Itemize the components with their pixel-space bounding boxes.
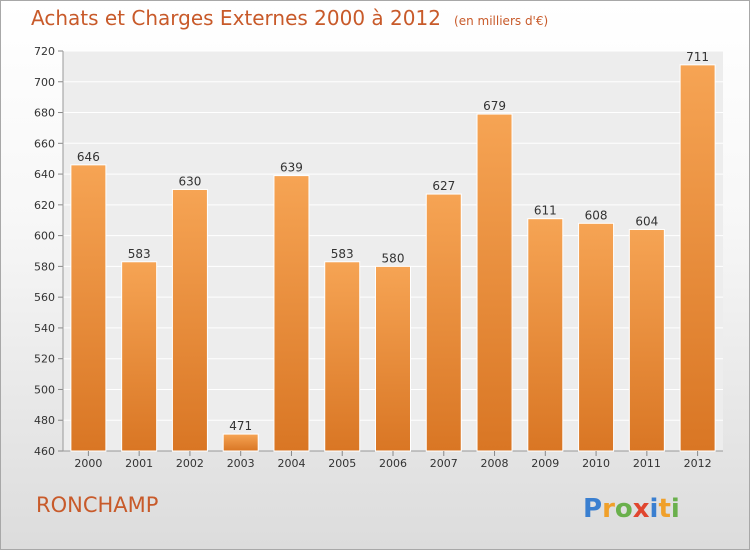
data-label: 627 bbox=[432, 179, 455, 193]
y-tick-label: 560 bbox=[34, 291, 55, 304]
data-label: 711 bbox=[686, 50, 709, 64]
data-label: 583 bbox=[331, 247, 354, 261]
chart-title-group: Achats et Charges Externes 2000 à 2012 (… bbox=[31, 6, 548, 30]
bar bbox=[171, 188, 208, 452]
data-label: 679 bbox=[483, 99, 506, 113]
chart-subtitle: (en milliers d'€) bbox=[454, 14, 549, 28]
svg-text:Proxiti: Proxiti bbox=[583, 494, 680, 524]
x-tick-label: 2011 bbox=[633, 457, 661, 470]
y-tick-label: 520 bbox=[34, 353, 55, 366]
y-tick-label: 720 bbox=[34, 45, 55, 58]
x-tick-label: 2006 bbox=[379, 457, 407, 470]
proxiti-logo: Proxiti bbox=[583, 494, 680, 524]
bar bbox=[324, 261, 361, 452]
data-label: 639 bbox=[280, 161, 303, 175]
commune-name: RONCHAMP bbox=[36, 493, 159, 517]
bar bbox=[222, 433, 259, 452]
data-label: 611 bbox=[534, 204, 557, 218]
y-tick-label: 700 bbox=[34, 76, 55, 89]
x-tick-label: 2004 bbox=[277, 457, 305, 470]
x-tick-label: 2000 bbox=[74, 457, 102, 470]
x-tick-label: 2007 bbox=[430, 457, 458, 470]
bar bbox=[578, 222, 615, 452]
y-tick-label: 480 bbox=[34, 414, 55, 427]
y-tick-label: 680 bbox=[34, 107, 55, 120]
bar bbox=[121, 261, 158, 452]
y-tick-label: 660 bbox=[34, 137, 55, 150]
bar bbox=[273, 175, 310, 452]
bar bbox=[476, 113, 513, 452]
bar bbox=[70, 164, 107, 452]
x-tick-label: 2002 bbox=[176, 457, 204, 470]
data-label: 580 bbox=[382, 251, 405, 265]
x-tick-label: 2005 bbox=[328, 457, 356, 470]
y-tick-label: 640 bbox=[34, 168, 55, 181]
data-label: 608 bbox=[585, 208, 608, 222]
x-tick-label: 2001 bbox=[125, 457, 153, 470]
bar bbox=[628, 228, 665, 452]
x-tick-label: 2010 bbox=[582, 457, 610, 470]
chart-title: Achats et Charges Externes 2000 à 2012 bbox=[31, 6, 441, 30]
data-label: 630 bbox=[178, 174, 201, 188]
y-tick-label: 620 bbox=[34, 199, 55, 212]
x-tick-label: 2009 bbox=[531, 457, 559, 470]
data-label: 471 bbox=[229, 419, 252, 433]
y-tick-label: 600 bbox=[34, 230, 55, 243]
x-tick-label: 2012 bbox=[684, 457, 712, 470]
bar bbox=[425, 193, 462, 452]
y-tick-label: 500 bbox=[34, 383, 55, 396]
bar bbox=[679, 64, 716, 452]
x-tick-label: 2008 bbox=[481, 457, 509, 470]
y-tick-label: 460 bbox=[34, 445, 55, 458]
x-tick-label: 2003 bbox=[227, 457, 255, 470]
bar bbox=[527, 218, 564, 452]
y-tick-label: 580 bbox=[34, 260, 55, 273]
data-label: 583 bbox=[128, 247, 151, 261]
bar bbox=[375, 265, 411, 452]
y-tick-label: 540 bbox=[34, 322, 55, 335]
data-label: 604 bbox=[635, 214, 658, 228]
data-label: 646 bbox=[77, 150, 100, 164]
